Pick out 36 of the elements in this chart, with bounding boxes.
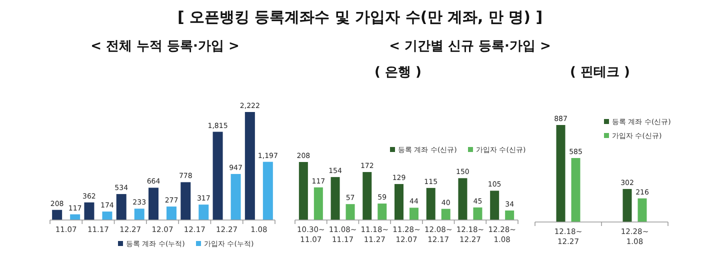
chart-title: < 기간별 신규 등록·가입 > — [389, 39, 551, 54]
bar — [622, 188, 632, 222]
bar — [571, 158, 580, 222]
bar — [362, 172, 372, 220]
bar — [84, 202, 94, 220]
bar — [638, 198, 647, 222]
bar — [166, 206, 176, 220]
bar — [441, 208, 450, 220]
bar — [180, 182, 191, 220]
bar — [490, 190, 500, 220]
bar — [426, 188, 436, 220]
bar — [230, 174, 241, 220]
bar — [314, 187, 323, 220]
bar — [378, 204, 387, 220]
bar — [505, 210, 514, 220]
bar — [244, 112, 255, 220]
bar — [346, 204, 355, 220]
bar — [458, 178, 468, 220]
chart-subtitle: < 전체 누적 등록·가입 > — [90, 39, 240, 54]
bar — [394, 184, 404, 220]
bar — [134, 208, 144, 220]
text: [ 오픈뱅킹 등록계좌수 및 가입자 수(만 계좌, 만 명) ] — [177, 8, 543, 26]
bar — [148, 188, 158, 220]
bar — [212, 132, 223, 220]
bar — [330, 177, 340, 220]
bar — [556, 125, 566, 222]
chart-title: ( 핀테크 ) — [570, 65, 630, 80]
chart-subtitle: ( 은행 ) — [374, 65, 422, 80]
bar — [116, 194, 126, 220]
bar — [198, 204, 209, 220]
bar — [102, 212, 112, 220]
bar — [298, 162, 308, 220]
bar — [262, 162, 273, 220]
bar — [410, 208, 418, 220]
bar — [52, 210, 62, 220]
bar — [473, 207, 482, 220]
